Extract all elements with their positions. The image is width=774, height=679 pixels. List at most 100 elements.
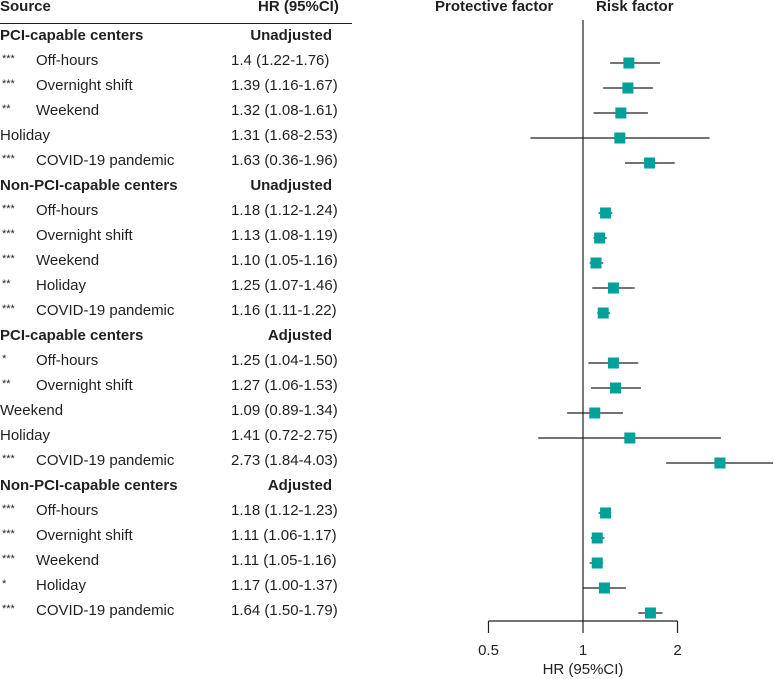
hr-value: 1.4 (1.22-1.76) <box>231 52 330 69</box>
hr-marker <box>610 382 622 394</box>
row-label: Weekend <box>36 252 100 269</box>
significance-marker: ** <box>2 378 11 390</box>
hr-marker <box>600 507 612 519</box>
hr-marker <box>598 582 610 594</box>
x-tick-label: 0.5 <box>478 642 499 659</box>
table-row: *** COVID-19 pandemic 1.16 (1.11-1.22) <box>0 302 360 327</box>
hr-marker <box>714 457 726 469</box>
row-label: COVID-19 pandemic <box>36 602 175 619</box>
table-row: *** COVID-19 pandemic 2.73 (1.84-4.03) <box>0 452 360 477</box>
significance-marker: ** <box>2 278 11 290</box>
significance-marker: *** <box>2 528 15 540</box>
hr-marker <box>597 307 609 319</box>
group-label: PCI-capable centers <box>0 327 144 344</box>
significance-marker: *** <box>2 303 15 315</box>
table-row: ** Overnight shift 1.27 (1.06-1.53) <box>0 377 360 402</box>
hr-value: 1.11 (1.06-1.17) <box>231 527 337 544</box>
hr-value: 1.18 (1.12-1.24) <box>231 202 338 219</box>
hr-marker <box>624 432 636 444</box>
hr-value: 1.17 (1.00-1.37) <box>231 577 338 594</box>
group-header-row: Non-PCI-capable centers Unadjusted <box>0 177 360 202</box>
x-tick-label: 1 <box>579 642 587 659</box>
row-label: COVID-19 pandemic <box>36 302 175 319</box>
group-model-label: Adjusted <box>267 327 332 344</box>
significance-marker: *** <box>2 203 15 215</box>
hr-marker <box>615 107 627 119</box>
hr-value: 1.25 (1.07-1.46) <box>231 277 338 294</box>
hr-value: 1.27 (1.06-1.53) <box>231 377 338 394</box>
hr-marker <box>591 557 603 569</box>
significance-marker: *** <box>2 253 15 265</box>
table-row: Weekend 1.09 (0.89-1.34) <box>0 402 360 427</box>
row-label: Overnight shift <box>36 77 133 94</box>
hr-marker <box>644 607 656 619</box>
hr-value: 1.32 (1.08-1.61) <box>231 102 338 119</box>
table-row: ** Weekend 1.32 (1.08-1.61) <box>0 102 360 127</box>
significance-marker: *** <box>2 603 15 615</box>
table-row: *** COVID-19 pandemic 1.63 (0.36-1.96) <box>0 152 360 177</box>
group-header-row: PCI-capable centers Adjusted <box>0 327 360 352</box>
significance-marker: *** <box>2 153 15 165</box>
row-label: Overnight shift <box>36 227 133 244</box>
table-row: Holiday 1.41 (0.72-2.75) <box>0 427 360 452</box>
table-row: *** Off-hours 1.4 (1.22-1.76) <box>0 52 360 77</box>
table-row: *** Overnight shift 1.11 (1.06-1.17) <box>0 527 360 552</box>
table-row: *** Overnight shift 1.39 (1.16-1.67) <box>0 77 360 102</box>
table-row: *** Weekend 1.11 (1.05-1.16) <box>0 552 360 577</box>
hr-value: 1.25 (1.04-1.50) <box>231 352 338 369</box>
table-row: *** COVID-19 pandemic 1.64 (1.50-1.79) <box>0 602 360 627</box>
row-label: Holiday <box>36 277 87 294</box>
hr-marker <box>594 232 606 244</box>
hr-value: 2.73 (1.84-4.03) <box>231 452 338 469</box>
table-row: *** Off-hours 1.18 (1.12-1.23) <box>0 502 360 527</box>
hr-marker <box>591 532 603 544</box>
significance-marker: *** <box>2 78 15 90</box>
row-label: Holiday <box>0 427 51 444</box>
hr-value: 1.13 (1.08-1.19) <box>231 227 338 244</box>
hr-value: 1.63 (0.36-1.96) <box>231 152 338 169</box>
row-label: Holiday <box>36 577 87 594</box>
hr-value: 1.16 (1.11-1.22) <box>231 302 337 319</box>
column-header-hr: HR (95%CI) <box>258 0 339 15</box>
hr-marker <box>644 157 656 169</box>
hr-value: 1.31 (1.68-2.53) <box>231 127 338 144</box>
hr-value: 1.09 (0.89-1.34) <box>231 402 338 419</box>
table-row: *** Overnight shift 1.13 (1.08-1.19) <box>0 227 360 252</box>
significance-marker: *** <box>2 53 15 65</box>
row-label: Weekend <box>0 402 64 419</box>
hr-value: 1.18 (1.12-1.23) <box>231 502 338 519</box>
group-label: PCI-capable centers <box>0 27 144 44</box>
table-row: *** Weekend 1.10 (1.05-1.16) <box>0 252 360 277</box>
table-row: Holiday 1.31 (1.68-2.53) <box>0 127 360 152</box>
significance-marker: *** <box>2 503 15 515</box>
significance-marker: * <box>2 353 7 365</box>
significance-marker: ** <box>2 103 11 115</box>
significance-marker: *** <box>2 453 15 465</box>
hr-value: 1.41 (0.72-2.75) <box>231 427 338 444</box>
hr-marker <box>589 407 601 419</box>
table-row: * Off-hours 1.25 (1.04-1.50) <box>0 352 360 377</box>
group-model-label: Adjusted <box>267 477 332 494</box>
row-label: Overnight shift <box>36 527 133 544</box>
group-model-label: Unadjusted <box>250 27 332 44</box>
row-label: COVID-19 pandemic <box>36 152 175 169</box>
table-row: * Holiday 1.17 (1.00-1.37) <box>0 577 360 602</box>
hr-marker <box>607 282 619 294</box>
row-label: Weekend <box>36 552 100 569</box>
row-label: COVID-19 pandemic <box>36 452 175 469</box>
hr-value: 1.11 (1.05-1.16) <box>231 552 337 569</box>
hr-value: 1.64 (1.50-1.79) <box>231 602 338 619</box>
row-label: Overnight shift <box>36 377 133 394</box>
significance-marker: * <box>2 578 7 590</box>
x-axis-label: HR (95%CI) <box>543 661 624 678</box>
risk-factor-label: Risk factor <box>596 0 674 15</box>
hr-marker <box>600 207 612 219</box>
hr-value: 1.10 (1.05-1.16) <box>231 252 338 269</box>
row-label: Off-hours <box>36 52 99 69</box>
group-label: Non-PCI-capable centers <box>0 177 178 194</box>
group-header-row: Non-PCI-capable centers Adjusted <box>0 477 360 502</box>
column-header-source: Source <box>0 0 51 15</box>
hr-marker <box>590 257 602 269</box>
hr-marker <box>622 82 634 94</box>
